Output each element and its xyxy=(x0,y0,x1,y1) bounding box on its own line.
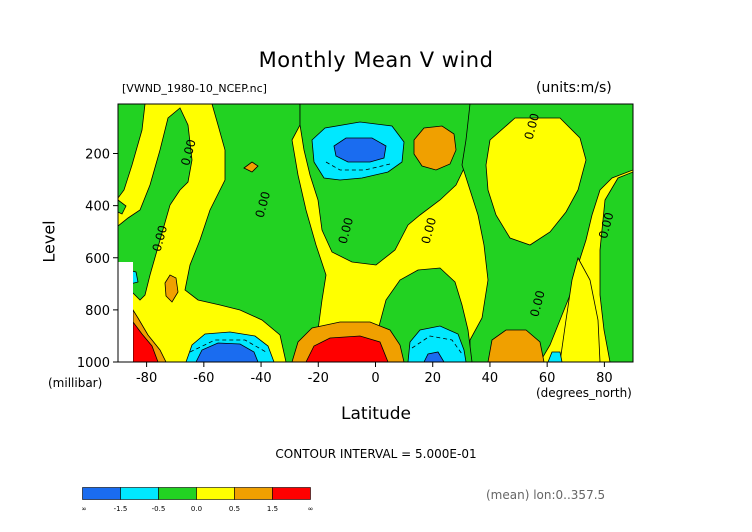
x-tick-label: 80 xyxy=(596,371,613,386)
contour-labels: 0.00 0.00 0.00 0.00 0.00 0.00 0.00 0.00 xyxy=(150,112,617,319)
colorbar-tick-label: -1.5 xyxy=(114,505,128,513)
units-label: (units:m/s) xyxy=(536,80,612,96)
colorbar-tick-label: 0.0 xyxy=(191,505,202,513)
green-mid-band xyxy=(184,104,327,362)
x-tick-label: -20 xyxy=(308,371,329,386)
contour-label: 0.00 xyxy=(336,216,356,245)
dashed-negative-contour-north xyxy=(411,335,463,355)
colorbar-swatch xyxy=(120,487,159,500)
red-low-subtropic xyxy=(305,335,389,362)
yellow-east-strip xyxy=(559,256,601,362)
x-tick-label: 20 xyxy=(424,371,441,386)
yellow-east-lobe xyxy=(485,117,587,246)
cyan-low-north xyxy=(407,325,467,362)
contour-label: 0.00 xyxy=(527,289,547,318)
x-tick-label: -40 xyxy=(250,371,271,386)
colorbar-tick-label: ∞ xyxy=(308,505,314,513)
x-axis-ticks: -80 -60 -40 -20 0 20 40 60 80 xyxy=(136,362,613,386)
contour-label: 0.00 xyxy=(596,211,616,240)
x-tick-label: 0 xyxy=(371,371,379,386)
contour-plot: -80 -60 -40 -20 0 20 40 60 80 200 400 600 800 1000 0… xyxy=(77,103,634,386)
cyan-low-east xyxy=(547,351,563,362)
y-tick-label: 1000 xyxy=(77,356,110,371)
colorbar-tick-label: -∞ xyxy=(82,505,87,513)
x-axis-unit-label: (degrees_north) xyxy=(536,386,632,400)
contour-label: 0.00 xyxy=(150,224,170,253)
contour-label: 0.00 xyxy=(253,190,273,219)
chart-title: Monthly Mean V wind xyxy=(258,48,494,72)
contour-label: 0.00 xyxy=(178,138,198,167)
orange-upper-north xyxy=(413,125,457,171)
green-west-band xyxy=(118,104,193,301)
orange-west-spot xyxy=(164,274,179,303)
x-tick-label: 40 xyxy=(482,371,499,386)
y-axis-unit-label: (millibar) xyxy=(48,376,103,390)
colorbar-swatch xyxy=(82,487,121,500)
orange-small-left xyxy=(243,161,259,173)
green-west-left xyxy=(118,104,146,199)
colorbar-tick-label: 0.5 xyxy=(229,505,240,513)
dashed-negative-contour-lower xyxy=(189,339,267,353)
colorbar-swatch xyxy=(272,487,311,500)
missing-data-mask xyxy=(118,262,133,362)
y-tick-label: 400 xyxy=(85,200,110,215)
green-far-east xyxy=(599,171,633,362)
dashed-negative-contour-upper xyxy=(325,161,391,171)
colorbar-tick-label: 1.5 xyxy=(267,505,278,513)
y-tick-label: 800 xyxy=(85,304,110,319)
x-tick-label: 60 xyxy=(539,371,556,386)
contour-interval-note: CONTOUR INTERVAL = 5.000E-01 xyxy=(275,447,477,461)
y-tick-label: 200 xyxy=(85,148,110,163)
x-tick-label: -60 xyxy=(193,371,214,386)
colorbar: -∞ -1.5 -0.5 0.0 0.5 1.5 ∞ xyxy=(82,487,314,513)
x-tick-label: -80 xyxy=(136,371,157,386)
blue-low-north xyxy=(423,351,445,362)
contour-label: 0.00 xyxy=(419,216,439,245)
contour-label: 0.00 xyxy=(522,112,542,141)
file-label: [VWND_1980-10_NCEP.nc] xyxy=(122,82,267,95)
blue-low-south xyxy=(195,342,259,362)
y-axis-ticks: 200 400 600 800 1000 xyxy=(77,148,118,371)
y-tick-label: 600 xyxy=(85,252,110,267)
colorbar-swatch xyxy=(158,487,197,500)
x-axis-label: Latitude xyxy=(341,404,411,424)
green-west-tiny xyxy=(118,199,127,215)
colorbar-tick-label: -0.5 xyxy=(152,505,166,513)
colorbar-swatch xyxy=(234,487,273,500)
colorbar-swatch xyxy=(196,487,235,500)
blue-upper-south xyxy=(333,137,387,163)
orange-low-north xyxy=(487,329,545,362)
mean-longitude-note: (mean) lon:0..357.5 xyxy=(486,488,606,502)
